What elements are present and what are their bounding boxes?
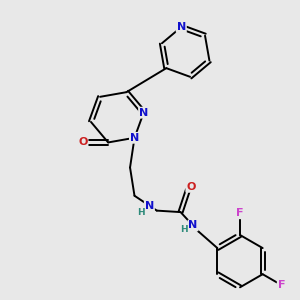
Text: N: N [188,220,198,230]
Text: H: H [180,224,188,233]
Text: O: O [186,182,196,192]
Text: H: H [136,208,144,217]
Text: F: F [236,208,244,218]
Text: N: N [177,22,186,32]
Text: F: F [278,280,285,290]
Text: N: N [145,201,154,211]
Text: N: N [139,108,148,118]
Text: N: N [130,133,139,143]
Text: O: O [78,137,88,147]
